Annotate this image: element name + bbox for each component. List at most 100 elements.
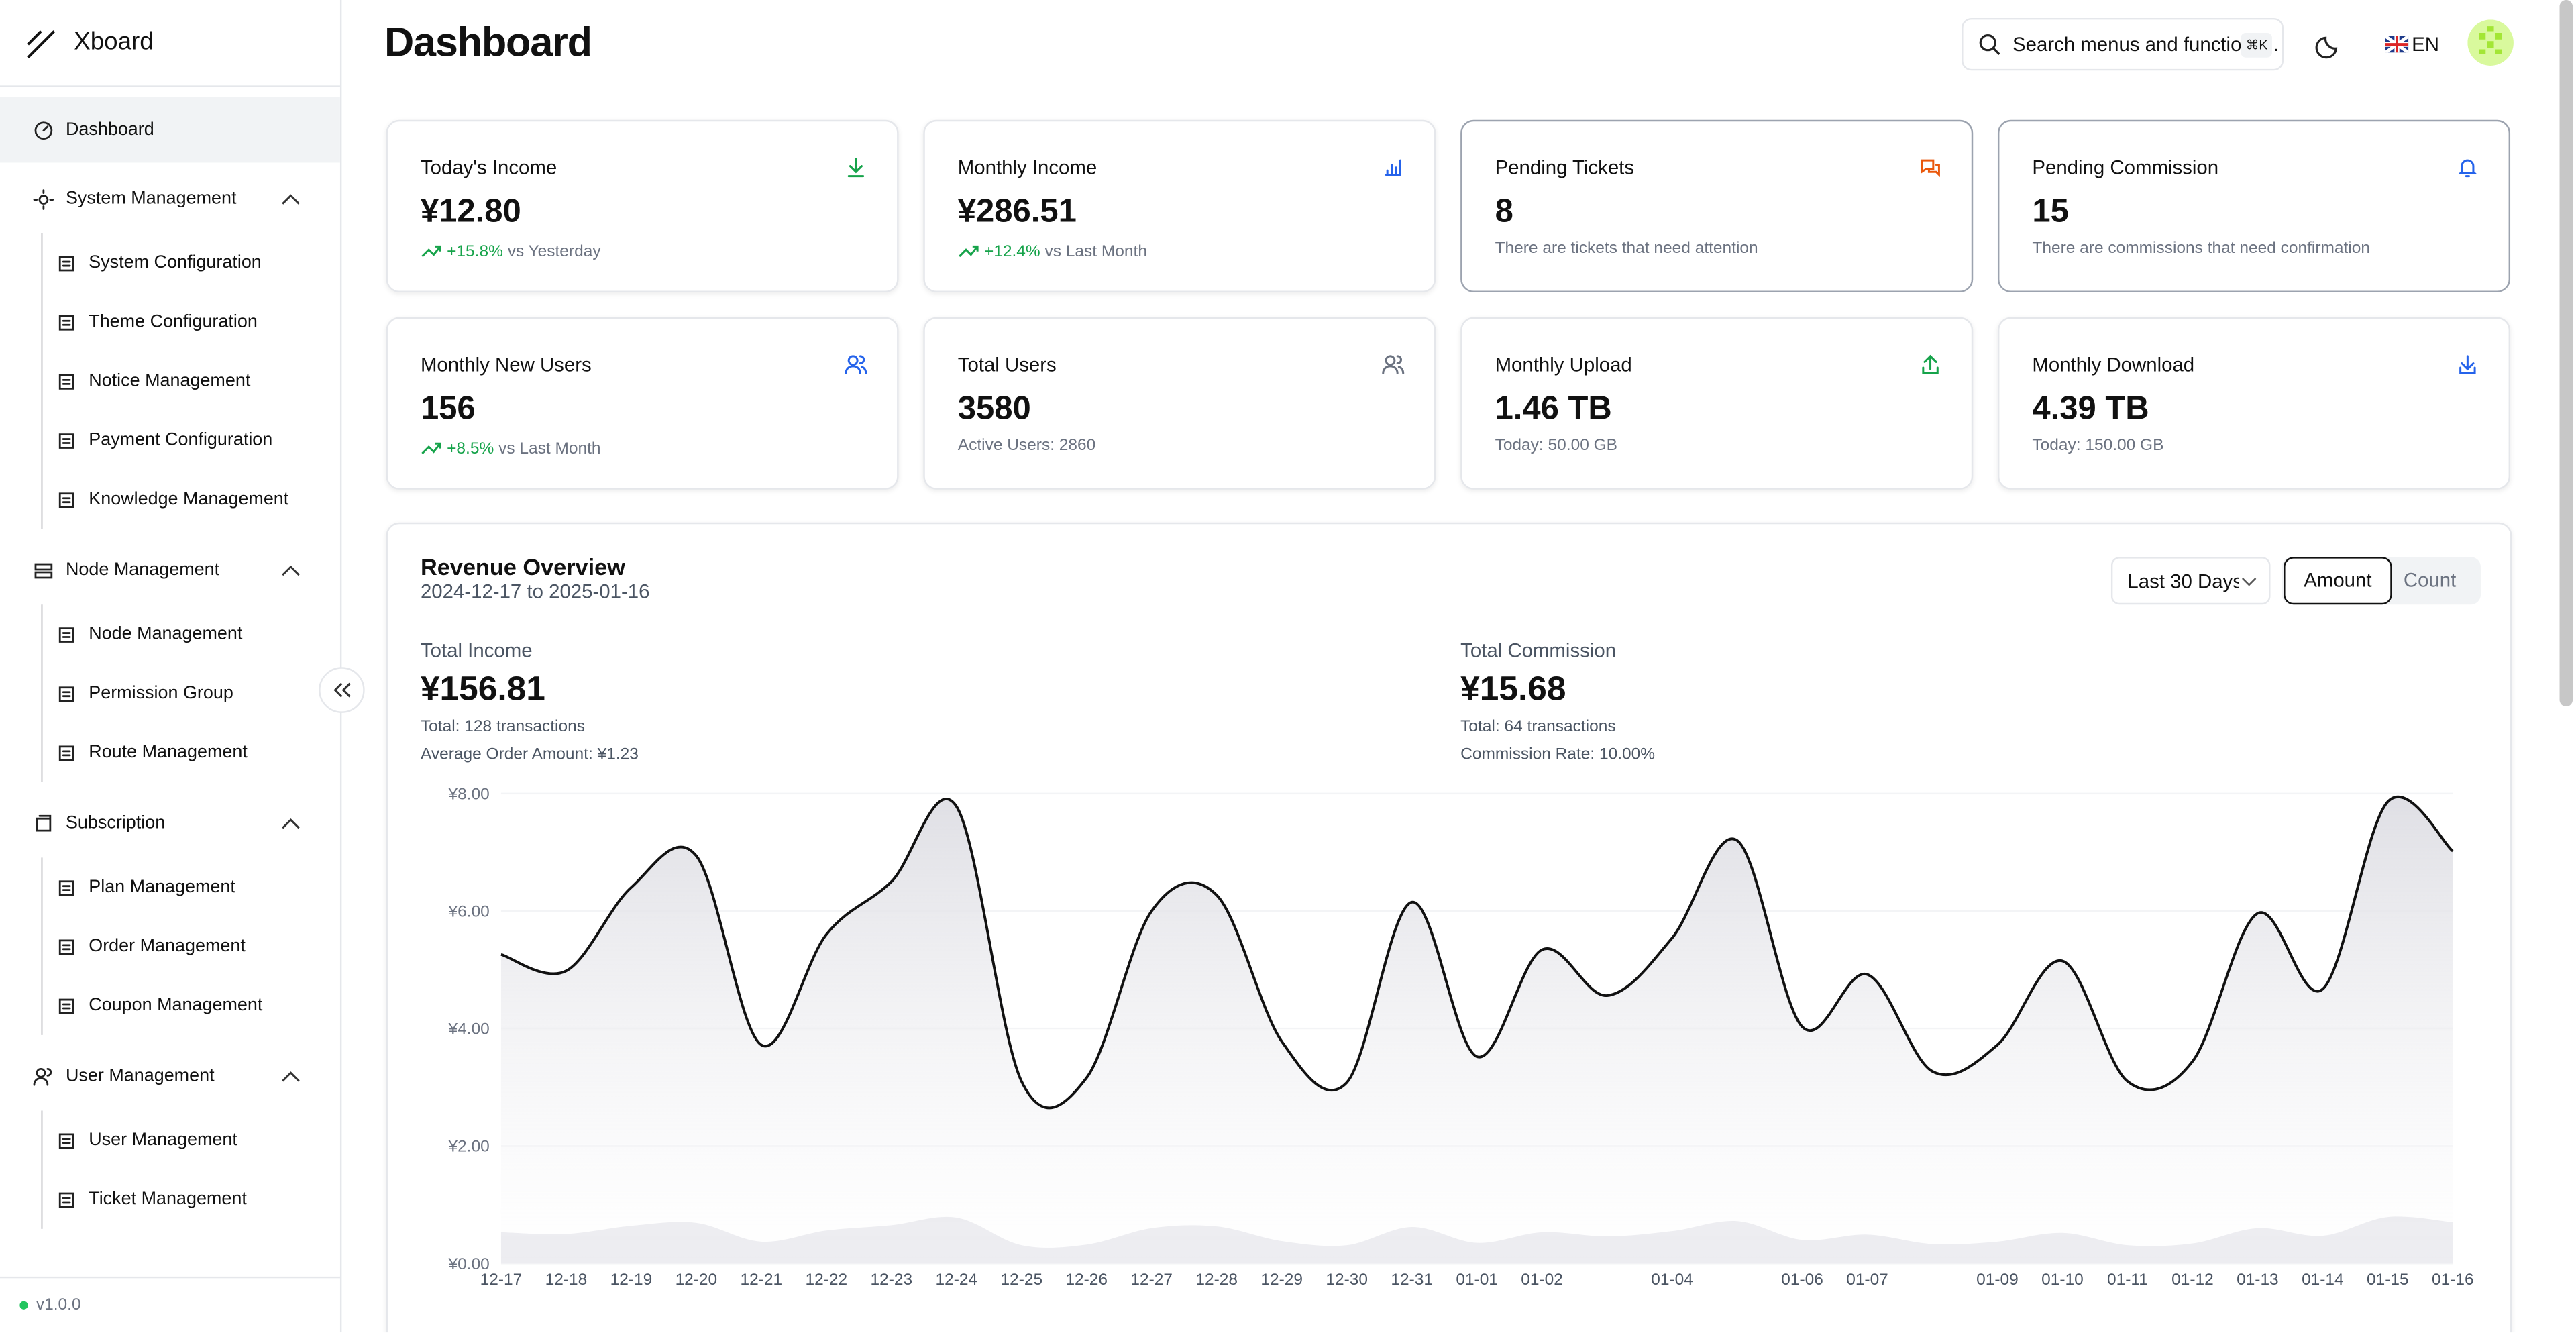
divider [0,85,340,87]
nav-group[interactable]: System Management [0,166,340,231]
note: vs Yesterday [507,243,601,262]
nav-item[interactable]: Order Management [0,917,340,976]
version: v1.0.0 [36,1296,81,1315]
icon [33,1067,52,1085]
icon [58,998,74,1014]
card-note: +8.5% vs Last Month [421,440,601,458]
icon [34,562,53,578]
icon-path [58,998,74,1014]
nav-item[interactable]: System Configuration [0,233,340,292]
trend-path [959,245,979,258]
x-tick-label: 01-02 [1521,1271,1563,1289]
period-select[interactable]: Last 30 Days [2110,557,2271,605]
icon-path [58,255,74,271]
x-tick-label: 01-15 [2367,1271,2409,1289]
stat-card: Pending Tickets 8 There are tickets that n… [1460,119,1974,292]
x-tick-label: 01-09 [1976,1271,2019,1289]
y-tick-label: ¥4.00 [448,1020,490,1038]
nav-item[interactable]: Coupon Management [0,976,340,1035]
page-title: Dashboard [384,19,592,66]
trend-icon [421,442,441,454]
search-box[interactable]: Search menus and functions... ⌘K [1962,17,2284,71]
theme-toggle[interactable] [2315,30,2345,59]
x-tick-label: 12-30 [1326,1271,1368,1289]
y-tick-label: ¥8.00 [448,785,490,803]
tree-line [41,1110,43,1229]
icon-path [1382,355,1405,375]
x-tick-label: 12-23 [871,1271,913,1289]
nav-label: User Management [89,1130,237,1151]
nav-item[interactable]: Theme Configuration [0,292,340,352]
card-title: Total Users [957,353,1057,376]
x-tick-label: 01-10 [2041,1271,2084,1289]
card-note: There are commissions that need confirma… [2032,240,2370,258]
tab[interactable]: Count [2403,568,2457,592]
nav-item[interactable]: User Management [0,1111,340,1170]
icon-path [58,373,74,389]
x-tick-label: 12-19 [610,1271,653,1289]
nav-item[interactable]: Plan Management [0,857,340,916]
line [500,795,2454,1110]
icon [2458,159,2477,178]
nav-group[interactable]: Node Management [0,537,340,603]
avatar[interactable] [2467,19,2514,66]
nav-item[interactable]: Permission Group [0,663,340,723]
icon-path [33,1067,52,1085]
icon [1385,159,1401,176]
nav-group-label: System Management [65,189,237,209]
icon-path [58,939,74,954]
nav-label: Coupon Management [89,996,263,1016]
stat-card: Monthly Download 4.39 TB Today: 150.00 GB [1997,317,2511,490]
stat-note: Commission Rate: 10.00% [1460,745,1656,764]
icon-path [58,626,74,642]
icon [58,879,74,895]
icon [58,939,74,954]
chevron-path [282,565,300,576]
nav-item[interactable]: Ticket Management [0,1170,340,1229]
nav-item[interactable]: Route Management [0,723,340,782]
x-tick-label: 12-31 [1391,1271,1433,1289]
card-value: 4.39 TB [2032,390,2149,427]
nav-group[interactable]: User Management [0,1043,340,1109]
scrollbar[interactable] [2559,0,2573,707]
x-tick-label: 12-21 [741,1271,783,1289]
collapse-button[interactable] [319,667,365,713]
nav-label: Ticket Management [89,1189,247,1210]
icon-path [36,814,52,831]
stat-label: Total Commission [1460,639,1617,662]
chevron [282,1071,300,1082]
chevron [282,194,300,205]
tree-line [41,857,43,1035]
icon-path [58,492,74,507]
nav-item[interactable]: Node Management [0,604,340,663]
icon [847,158,865,178]
card-note: +15.8% vs Yesterday [421,243,601,261]
tab-active[interactable]: Amount [2284,557,2392,605]
nav-item[interactable]: Notice Management [0,352,340,411]
y-tick-label: ¥6.00 [448,903,490,921]
card-value: 1.46 TB [1495,390,1612,427]
nav-label: Plan Management [89,877,235,898]
divider [0,1276,340,1279]
icon-path [58,745,74,760]
language[interactable]: EN [2412,32,2439,56]
nav-group[interactable]: Subscription [0,790,340,856]
change: +15.8% [447,243,503,262]
nav-item[interactable]: Payment Configuration [0,411,340,470]
icon [58,314,74,330]
card-note: Today: 50.00 GB [1495,437,1617,455]
status-dot [19,1301,28,1310]
nav-label: Route Management [89,742,248,763]
logo [27,30,56,59]
sidebar: Xboard Dashboard System Management System … [0,0,342,1333]
stat-card: Monthly Income ¥286.51 +12.4% vs Last Mont… [923,119,1436,292]
icon-path [2458,159,2477,178]
x-tick-label: 01-14 [2302,1271,2344,1289]
icon [58,1191,74,1208]
nav-item[interactable]: Knowledge Management [0,470,340,529]
nav-item-active[interactable]: Dashboard [0,97,340,163]
x-tick-label: 01-07 [1846,1271,1888,1289]
nav-label: Permission Group [89,683,233,704]
